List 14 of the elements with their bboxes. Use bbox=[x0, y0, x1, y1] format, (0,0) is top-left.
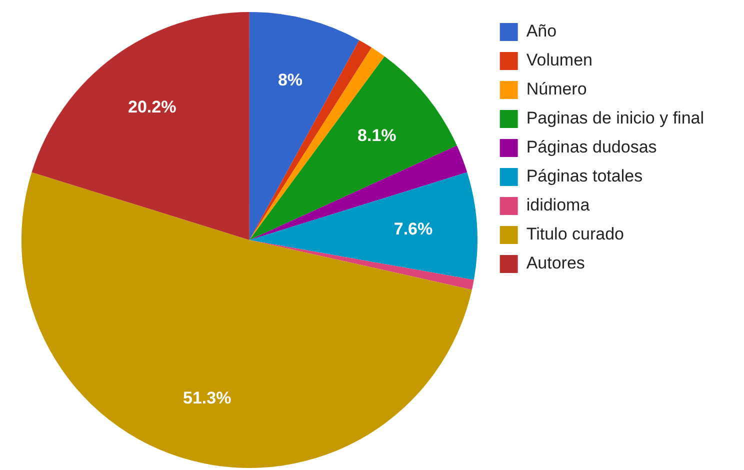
legend-label: Autores bbox=[526, 254, 585, 273]
data-label: 8.1% bbox=[358, 126, 396, 146]
legend-label: Año bbox=[526, 22, 557, 41]
data-label: 51.3% bbox=[182, 388, 232, 408]
legend-label: ididioma bbox=[526, 196, 590, 215]
legend-label: Páginas totales bbox=[526, 166, 643, 186]
data-label: 7.6% bbox=[394, 219, 433, 238]
legend-label: Volumen bbox=[526, 50, 593, 70]
data-label: 20.2% bbox=[128, 97, 176, 116]
legend-label: Paginas de inicio y final bbox=[526, 108, 704, 128]
data-label: 8% bbox=[278, 70, 303, 90]
legend-label: Número bbox=[526, 80, 587, 99]
legend-label: Páginas dudosas bbox=[526, 138, 657, 157]
legend-label: Titulo curado bbox=[526, 224, 624, 244]
